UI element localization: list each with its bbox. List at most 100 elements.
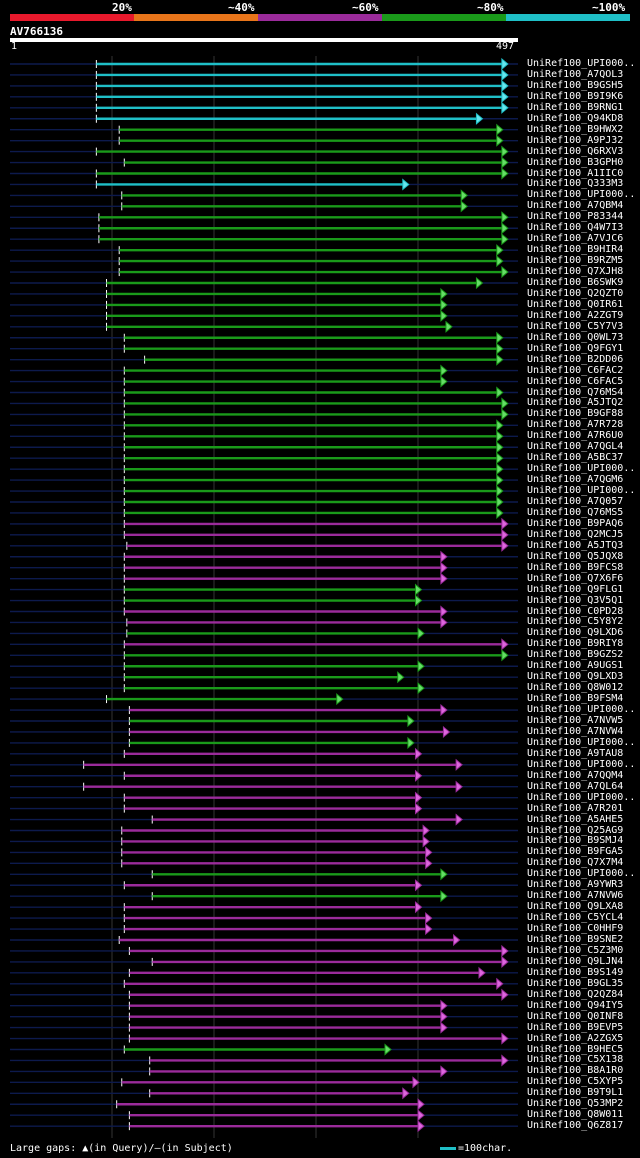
hit-label[interactable]: UniRef100_A7NVW6 bbox=[527, 890, 624, 902]
hit-label[interactable]: UniRef100_A9PJ32 bbox=[527, 134, 624, 146]
hit-label[interactable]: UniRef100_A7VJC6 bbox=[527, 233, 624, 245]
hit-label[interactable]: UniRef100_Q3V5Q1 bbox=[527, 594, 624, 606]
hit-label[interactable]: UniRef100_A1IIC0 bbox=[527, 167, 624, 179]
hit-label[interactable]: UniRef100_B2DD06 bbox=[527, 353, 624, 365]
hit-label[interactable]: UniRef100_Q4W7I3 bbox=[527, 222, 624, 234]
hit-label[interactable]: UniRef100_C6FAC2 bbox=[527, 364, 624, 376]
hit-label[interactable]: UniRef100_A7QGL4 bbox=[527, 441, 624, 453]
hit-label[interactable]: UniRef100_Q25AG9 bbox=[527, 824, 624, 836]
hit-label[interactable]: UniRef100_A2ZGT9 bbox=[527, 309, 624, 321]
hit-label[interactable]: UniRef100_Q7XJH8 bbox=[527, 266, 624, 278]
hit-label[interactable]: UniRef100_Q9LXA8 bbox=[527, 901, 624, 913]
hit-label[interactable]: UniRef100_B9HEC5 bbox=[527, 1043, 624, 1055]
hit-label[interactable]: UniRef100_P83344 bbox=[527, 211, 624, 223]
hit-label[interactable]: UniRef100_UPI000.. bbox=[527, 58, 636, 69]
hit-label[interactable]: UniRef100_B9SMJ4 bbox=[527, 835, 624, 847]
scale-legend: =100char. bbox=[440, 1143, 512, 1154]
hit-label[interactable]: UniRef100_Q76MS4 bbox=[527, 386, 624, 398]
hit-label[interactable]: UniRef100_Q0IR61 bbox=[527, 298, 624, 310]
hit-label[interactable]: UniRef100_A9YWR3 bbox=[527, 879, 624, 891]
hit-label[interactable]: UniRef100_Q9FLG1 bbox=[527, 583, 624, 595]
hit-label[interactable]: UniRef100_Q6Z817 bbox=[527, 1120, 624, 1132]
hit-label[interactable]: UniRef100_A9TAU8 bbox=[527, 747, 624, 759]
hit-label[interactable]: UniRef100_Q94KD8 bbox=[527, 112, 624, 124]
hit-label[interactable]: UniRef100_Q0WL73 bbox=[527, 331, 624, 343]
hit-label[interactable]: UniRef100_C5Z3M0 bbox=[527, 944, 624, 956]
hit-label[interactable]: UniRef100_B9PAQ6 bbox=[527, 517, 624, 529]
hit-label[interactable]: UniRef100_Q6RXV3 bbox=[527, 145, 624, 157]
hit-label[interactable]: UniRef100_A7QBM4 bbox=[527, 200, 624, 212]
hit-label[interactable]: UniRef100_C5Y7V3 bbox=[527, 320, 624, 332]
hit-label[interactable]: UniRef100_B9GL35 bbox=[527, 977, 624, 989]
hit-label[interactable]: UniRef100_UPI000.. bbox=[527, 736, 636, 748]
hit-label[interactable]: UniRef100_Q9LXD3 bbox=[527, 671, 624, 683]
hit-label[interactable]: UniRef100_B9EVP5 bbox=[527, 1021, 624, 1033]
hit-label[interactable]: UniRef100_C5Y8Y2 bbox=[527, 616, 624, 628]
hit-label[interactable]: UniRef100_Q2QZ84 bbox=[527, 988, 624, 1000]
hit-label[interactable]: UniRef100_A7QGM6 bbox=[527, 474, 624, 486]
hit-label[interactable]: UniRef100_A2ZGX5 bbox=[527, 1032, 624, 1044]
hit-label[interactable]: UniRef100_B9HWX2 bbox=[527, 123, 624, 135]
hit-label[interactable]: UniRef100_A5JTQ2 bbox=[527, 397, 624, 409]
hit-label[interactable]: UniRef100_Q2QZT0 bbox=[527, 287, 624, 299]
hit-label[interactable]: UniRef100_B9SNE2 bbox=[527, 934, 624, 945]
hit-label[interactable]: UniRef100_UPI000.. bbox=[527, 791, 636, 803]
hit-label[interactable]: UniRef100_A5JTQ3 bbox=[527, 539, 624, 551]
hit-label[interactable]: UniRef100_B3GPH0 bbox=[527, 156, 624, 168]
hit-label[interactable]: UniRef100_A5AHE5 bbox=[527, 813, 624, 825]
hit-label[interactable]: UniRef100_A7QL64 bbox=[527, 780, 624, 792]
hit-label[interactable]: UniRef100_Q8W012 bbox=[527, 682, 624, 694]
hit-arrow-head bbox=[336, 693, 344, 706]
hit-label[interactable]: UniRef100_A7R6U0 bbox=[527, 430, 624, 442]
hit-label[interactable]: UniRef100_UPI000.. bbox=[527, 189, 636, 201]
hit-label[interactable]: UniRef100_B9GSH5 bbox=[527, 79, 624, 91]
hit-label[interactable]: UniRef100_A7NVW4 bbox=[527, 725, 624, 737]
hit-label[interactable]: UniRef100_A7Q057 bbox=[527, 496, 624, 507]
hit-label[interactable]: UniRef100_B9S149 bbox=[527, 966, 624, 978]
hit-label[interactable]: UniRef100_B9RNG1 bbox=[527, 101, 624, 113]
hit-label[interactable]: UniRef100_Q94IY5 bbox=[527, 999, 624, 1011]
hit-label[interactable]: UniRef100_B8A1R0 bbox=[527, 1065, 624, 1077]
hit-label[interactable]: UniRef100_A7QOL3 bbox=[527, 68, 624, 80]
hit-label[interactable]: UniRef100_B9GZS2 bbox=[527, 649, 624, 661]
hit-label[interactable]: UniRef100_B9FCS8 bbox=[527, 561, 624, 573]
hit-label[interactable]: UniRef100_B9GF88 bbox=[527, 408, 624, 420]
hit-label[interactable]: UniRef100_C0PD28 bbox=[527, 605, 624, 617]
hit-label[interactable]: UniRef100_Q333M3 bbox=[527, 178, 624, 190]
hit-label[interactable]: UniRef100_Q9LXD6 bbox=[527, 627, 624, 639]
hit-label[interactable]: UniRef100_A7R201 bbox=[527, 802, 624, 814]
hit-label[interactable]: UniRef100_Q9LJN4 bbox=[527, 955, 624, 967]
hit-label[interactable]: UniRef100_Q8W011 bbox=[527, 1109, 624, 1121]
hit-label[interactable]: UniRef100_C5YCL4 bbox=[527, 912, 624, 924]
hit-label[interactable]: UniRef100_B9T9L1 bbox=[527, 1087, 624, 1099]
hit-label[interactable]: UniRef100_B9RIY8 bbox=[527, 638, 624, 650]
hit-label[interactable]: UniRef100_A7R728 bbox=[527, 419, 624, 431]
hit-label[interactable]: UniRef100_Q2MCJ5 bbox=[527, 528, 624, 540]
hit-label[interactable]: UniRef100_B9FGA5 bbox=[527, 846, 624, 858]
hit-label[interactable]: UniRef100_Q76MS5 bbox=[527, 506, 624, 518]
hit-label[interactable]: UniRef100_A7NVW5 bbox=[527, 715, 624, 726]
hit-label[interactable]: UniRef100_A5BC37 bbox=[527, 452, 624, 464]
hit-label[interactable]: UniRef100_C5XYP5 bbox=[527, 1076, 624, 1088]
hit-label[interactable]: UniRef100_Q53MP2 bbox=[527, 1098, 624, 1110]
hit-label[interactable]: UniRef100_Q7X7M4 bbox=[527, 857, 624, 869]
hit-label[interactable]: UniRef100_Q9FGY1 bbox=[527, 342, 624, 354]
hit-label[interactable]: UniRef100_Q0INF8 bbox=[527, 1010, 624, 1022]
hit-label[interactable]: UniRef100_B6SWK9 bbox=[527, 277, 624, 288]
hit-label[interactable]: UniRef100_UPI000.. bbox=[527, 868, 636, 880]
hit-label[interactable]: UniRef100_B9RZM5 bbox=[527, 255, 624, 267]
hit-label[interactable]: UniRef100_A9UGS1 bbox=[527, 660, 624, 672]
hit-label[interactable]: UniRef100_B9HIR4 bbox=[527, 244, 624, 256]
hit-label[interactable]: UniRef100_B9I9K6 bbox=[527, 90, 624, 102]
hit-label[interactable]: UniRef100_Q5JQX8 bbox=[527, 550, 624, 562]
hit-label[interactable]: UniRef100_C0HHF9 bbox=[527, 923, 624, 935]
hit-label[interactable]: UniRef100_UPI000.. bbox=[527, 463, 636, 475]
hit-label[interactable]: UniRef100_UPI000.. bbox=[527, 485, 636, 497]
hit-label[interactable]: UniRef100_C5X138 bbox=[527, 1054, 624, 1066]
hit-label[interactable]: UniRef100_UPI000.. bbox=[527, 704, 636, 716]
hit-label[interactable]: UniRef100_UPI000.. bbox=[527, 758, 636, 770]
hit-label[interactable]: UniRef100_A7QQM4 bbox=[527, 769, 624, 781]
hit-label[interactable]: UniRef100_Q7X6F6 bbox=[527, 572, 624, 584]
hit-label[interactable]: UniRef100_B9FSM4 bbox=[527, 693, 624, 705]
hit-label[interactable]: UniRef100_C6FAC5 bbox=[527, 375, 624, 387]
